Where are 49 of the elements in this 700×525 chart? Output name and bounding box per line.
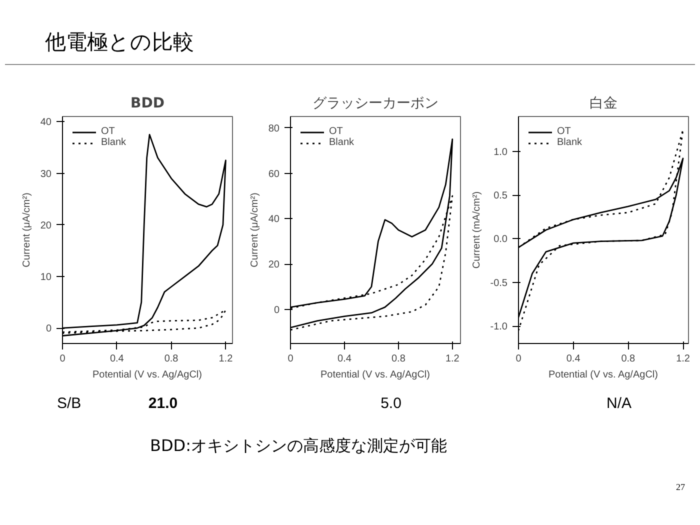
text: 他電極との比較 [45, 29, 194, 56]
x-tick-label: 0 [516, 354, 522, 364]
y-tick-label: 0 [46, 324, 52, 335]
text: 27 [676, 481, 685, 494]
x-tick-label: 0 [288, 354, 294, 364]
y-tick-label: 40 [268, 214, 280, 226]
y-tick-label: 30 [40, 168, 52, 180]
x-tick-label: 0 [60, 354, 66, 364]
y-tick-label: 20 [268, 260, 280, 271]
y-tick-label: 60 [268, 168, 280, 180]
y-axis-title: Current (μA/cm²) [249, 192, 260, 268]
legend-label: OT [557, 126, 572, 137]
legend-label: Blank [329, 137, 354, 148]
chart-title: 白金 [590, 96, 618, 112]
y-axis-title: Current (mA/cm²) [471, 191, 482, 269]
text: 21.0 [148, 394, 178, 414]
y-tick-label: 80 [268, 123, 280, 134]
x-tick-label: 0.4 [110, 354, 124, 364]
x-axis-title: Potential (V vs. Ag/AgCl) [92, 370, 202, 380]
chart-title: グラッシーカーボン [312, 96, 438, 112]
y-tick-label: 40 [40, 117, 52, 128]
text: N/A [606, 394, 632, 414]
text: 5.0 [380, 394, 402, 414]
y-tick-label: 0 [274, 304, 280, 316]
y-tick-label: -0.5 [490, 278, 508, 289]
legend-label: OT [329, 126, 344, 137]
x-tick-label: 1.2 [445, 354, 460, 364]
x-tick-label: 0.8 [391, 354, 406, 364]
y-tick-label: 20 [40, 220, 52, 232]
x-tick-label: 1.2 [218, 354, 234, 364]
y-tick-label: 0.0 [494, 234, 508, 246]
x-tick-label: 0.8 [164, 354, 179, 364]
chart-title: BDD [130, 96, 164, 112]
x-tick-label: 0.4 [338, 354, 352, 364]
x-axis-title: Potential (V vs. Ag/AgCl) [548, 370, 658, 380]
x-tick-label: 0.8 [621, 354, 636, 364]
text: S/B [57, 394, 82, 414]
legend-label: Blank [557, 137, 582, 148]
y-tick-label: 10 [40, 272, 52, 283]
y-axis-title: Current (μA/cm²) [21, 192, 32, 268]
legend-label: Blank [101, 137, 126, 148]
legend-label: OT [101, 126, 116, 137]
x-tick-label: 1.2 [676, 354, 690, 364]
y-tick-label: -1.0 [490, 322, 508, 333]
y-tick-label: 1.0 [494, 146, 508, 158]
y-tick-label: 0.5 [494, 190, 508, 202]
x-tick-label: 0.4 [566, 354, 581, 364]
x-axis-title: Potential (V vs. Ag/AgCl) [320, 370, 430, 380]
text: BDD:オキシトシンの高感度な測定が可能 [150, 435, 448, 457]
